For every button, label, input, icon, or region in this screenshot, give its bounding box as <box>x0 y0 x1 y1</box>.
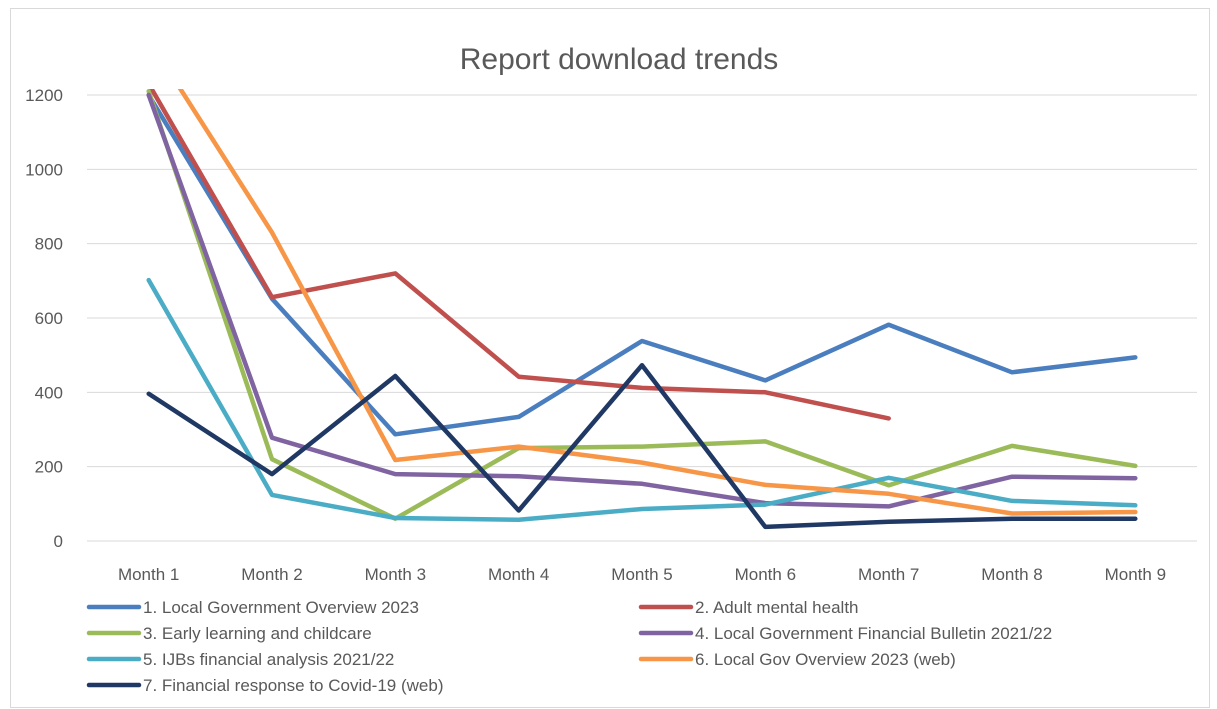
series-line-7 <box>146 362 1138 530</box>
y-tick-label: 200 <box>35 458 63 477</box>
series-line-4 <box>146 92 1138 509</box>
y-tick-label: 1200 <box>25 86 63 105</box>
legend-label: 6. Local Gov Overview 2023 (web) <box>695 650 956 669</box>
x-tick-label: Month 2 <box>241 565 302 584</box>
chart-area: Report download trends 0 200 400 600 800 1000… <box>10 8 1210 708</box>
legend-label: 5. IJBs financial analysis 2021/22 <box>143 650 394 669</box>
series-line-3 <box>146 89 1138 521</box>
gridlines <box>87 94 1197 542</box>
x-tick-label: Month 3 <box>365 565 426 584</box>
x-tick-label: Month 1 <box>118 565 179 584</box>
series-line-2 <box>149 89 891 421</box>
x-tick-label: Month 5 <box>611 565 672 584</box>
y-tick-label: 400 <box>35 383 63 402</box>
chart-title: Report download trends <box>460 43 779 76</box>
x-tick-label: Month 4 <box>488 565 549 584</box>
line-chart: Report download trends 0 200 400 600 800 1000… <box>25 43 1197 695</box>
y-tick-label: 1000 <box>25 160 63 179</box>
x-tick-label: Month 8 <box>981 565 1042 584</box>
legend: 1. Local Government Overview 2023 2. Adul… <box>86 598 1052 695</box>
series-line-6 <box>177 89 1138 516</box>
series-line-5 <box>146 277 1138 523</box>
series-lines <box>146 89 1138 530</box>
legend-label: 7. Financial response to Covid-19 (web) <box>143 676 443 695</box>
series-line-1 <box>146 92 1138 437</box>
x-axis-ticks: Month 1 Month 2 Month 3 Month 4 Month 5 Month… <box>118 565 1166 584</box>
legend-label: 3. Early learning and childcare <box>143 624 372 643</box>
legend-label: 4. Local Government Financial Bulletin 2… <box>695 624 1052 643</box>
x-tick-label: Month 9 <box>1105 565 1166 584</box>
x-tick-label: Month 6 <box>735 565 796 584</box>
y-axis-ticks: 0 200 400 600 800 1000 1200 <box>25 86 63 551</box>
x-tick-label: Month 7 <box>858 565 919 584</box>
y-tick-label: 600 <box>35 309 63 328</box>
legend-label: 2. Adult mental health <box>695 598 859 617</box>
legend-label: 1. Local Government Overview 2023 <box>143 598 419 617</box>
y-tick-label: 800 <box>35 235 63 254</box>
y-tick-label: 0 <box>54 532 63 551</box>
